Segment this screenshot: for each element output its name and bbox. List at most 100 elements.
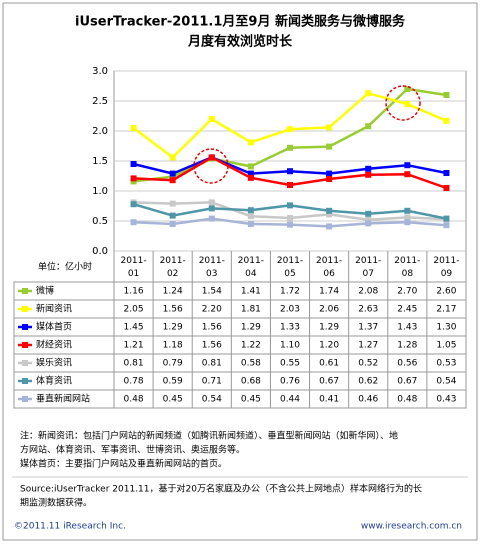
legend-label: 媒体首页 xyxy=(36,321,72,333)
table-value: 2.17 xyxy=(436,305,456,315)
table-value: 0.76 xyxy=(280,377,300,387)
table-value: 0.44 xyxy=(280,395,300,405)
point xyxy=(169,154,176,161)
point xyxy=(365,220,372,227)
table-value: 0.81 xyxy=(202,359,222,369)
point xyxy=(326,143,333,150)
table-value: 1.29 xyxy=(163,323,183,333)
point xyxy=(247,213,254,220)
legend-label: 体育资讯 xyxy=(36,375,72,387)
table-value: 2.08 xyxy=(358,287,378,297)
point xyxy=(130,125,137,131)
chart-title: 月度有效浏览时长 xyxy=(187,34,293,50)
table-value: 0.46 xyxy=(358,395,378,405)
unit-label: 单位：亿小时 xyxy=(38,261,92,273)
legend-marker xyxy=(22,288,28,294)
table-value: 0.67 xyxy=(319,377,339,387)
point xyxy=(247,174,254,181)
table-value: 1.05 xyxy=(436,341,456,351)
point xyxy=(365,90,372,97)
point xyxy=(287,215,293,221)
table-value: 1.54 xyxy=(202,287,222,297)
legend-marker xyxy=(22,306,28,312)
point xyxy=(443,215,450,222)
table-value: 0.67 xyxy=(397,377,417,387)
x-tick-label: 2011-03 xyxy=(199,256,225,279)
point xyxy=(247,163,254,170)
legend-label: 财经资讯 xyxy=(36,339,72,351)
chart-title: iUserTracker-2011.1月至9月 新闻类服务与微博服务 xyxy=(75,14,406,30)
point xyxy=(326,223,333,230)
table-value: 0.59 xyxy=(163,377,183,387)
table-value: 2.45 xyxy=(397,305,417,315)
point xyxy=(208,154,215,161)
table-value: 0.48 xyxy=(124,395,144,405)
table-value: 1.45 xyxy=(124,323,144,333)
point xyxy=(443,117,450,124)
point xyxy=(326,207,333,214)
table-value: 1.22 xyxy=(241,341,261,351)
point xyxy=(365,210,372,217)
y-tick-label: 1.5 xyxy=(92,156,108,167)
table-value: 1.81 xyxy=(241,305,261,315)
table-value: 1.33 xyxy=(280,323,300,333)
table-value: 0.58 xyxy=(241,359,261,369)
y-tick-label: 2.5 xyxy=(92,96,108,107)
legend-label: 娱乐资讯 xyxy=(36,357,72,369)
point xyxy=(404,219,411,226)
point xyxy=(326,211,333,218)
table-value: 1.56 xyxy=(202,341,222,351)
point xyxy=(443,185,450,191)
point xyxy=(326,124,333,131)
point xyxy=(130,219,137,226)
point xyxy=(287,168,293,175)
table-value: 0.43 xyxy=(436,395,456,405)
note: 媒体首页：主要指门户网站及垂直新闻网站的首页。 xyxy=(20,458,227,470)
point xyxy=(130,161,137,167)
point xyxy=(365,171,372,178)
point xyxy=(169,212,176,219)
legend-label: 新闻资讯 xyxy=(36,303,72,315)
point xyxy=(169,170,176,177)
table-value: 0.56 xyxy=(397,359,417,369)
table-value: 2.63 xyxy=(358,305,378,315)
point xyxy=(208,205,215,212)
table-value: 1.72 xyxy=(280,287,300,297)
table-value: 2.70 xyxy=(397,287,417,297)
point xyxy=(404,171,411,178)
x-tick-label: 2011-01 xyxy=(120,256,146,279)
table-value: 1.20 xyxy=(319,341,339,351)
x-tick-label: 2011-09 xyxy=(433,256,459,279)
table-value: 0.55 xyxy=(280,359,300,369)
point xyxy=(365,123,372,130)
point xyxy=(130,201,137,208)
table-value: 1.16 xyxy=(124,287,144,297)
table-value: 0.68 xyxy=(241,377,261,387)
table-value: 2.05 xyxy=(124,305,144,315)
point xyxy=(169,221,176,227)
legend-marker xyxy=(22,378,28,384)
table-value: 1.41 xyxy=(241,287,261,297)
table-value: 0.54 xyxy=(202,395,222,405)
y-tick-label: 2.0 xyxy=(92,126,108,137)
point xyxy=(287,144,293,151)
point xyxy=(247,170,254,177)
table-value: 0.45 xyxy=(163,395,183,405)
y-tick-label: 0.5 xyxy=(92,216,108,227)
table-value: 2.03 xyxy=(280,305,300,315)
table-value: 1.24 xyxy=(163,287,183,297)
point xyxy=(247,207,254,214)
y-tick-label: 3.0 xyxy=(92,66,108,77)
table-value: 0.48 xyxy=(397,395,417,405)
legend-marker xyxy=(22,324,28,330)
table-value: 1.43 xyxy=(397,323,417,333)
table-value: 1.29 xyxy=(319,323,339,333)
table-value: 2.20 xyxy=(202,305,222,315)
x-tick-label: 2011-07 xyxy=(355,256,381,279)
table-value: 1.18 xyxy=(163,341,183,351)
table-value: 0.62 xyxy=(358,377,378,387)
point xyxy=(208,116,215,122)
point xyxy=(208,215,215,222)
point xyxy=(404,207,411,214)
